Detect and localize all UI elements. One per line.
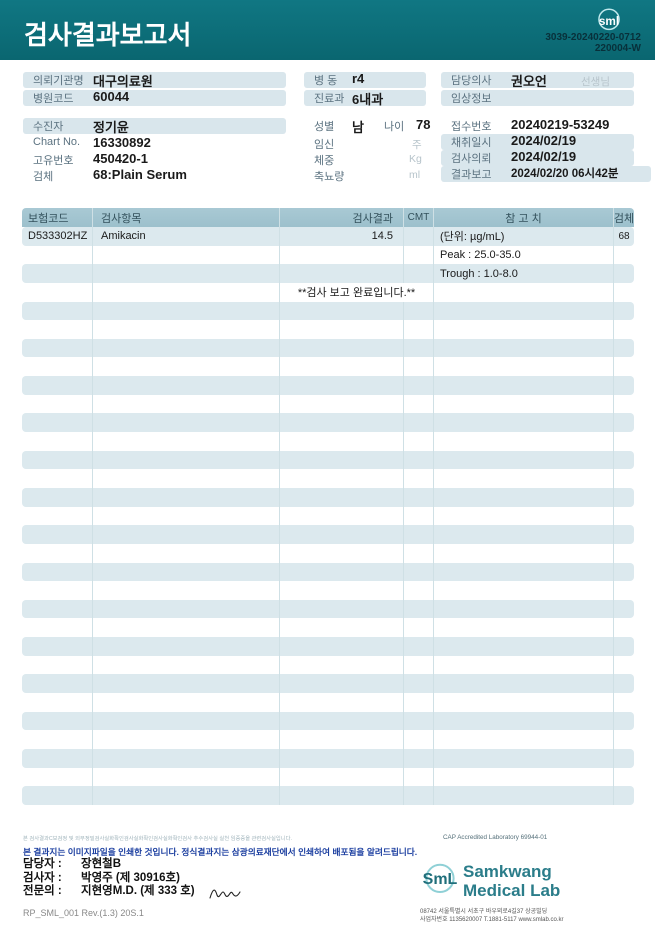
svg-text:sml: sml [599, 15, 619, 28]
svg-text:SmL: SmL [423, 871, 458, 888]
